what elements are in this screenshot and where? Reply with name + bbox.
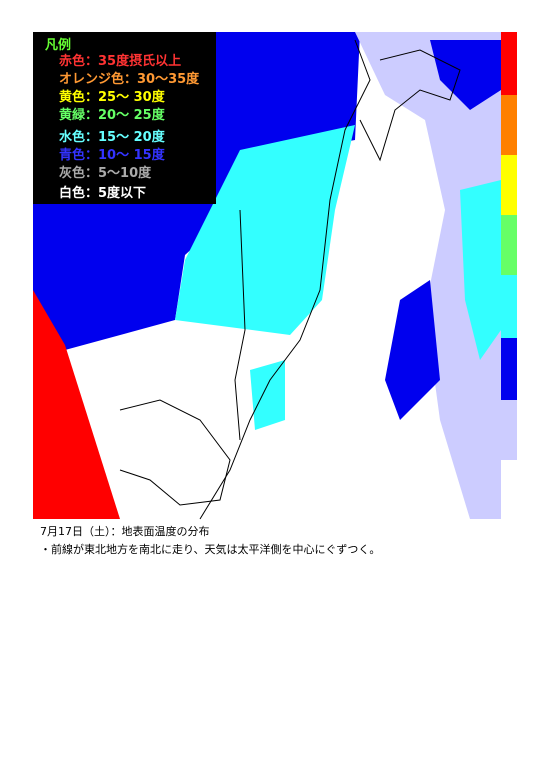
blue-patch — [385, 280, 440, 420]
legend-item: 水色：15～ 20度 — [59, 130, 165, 145]
scale-red — [501, 32, 517, 95]
coastline — [359, 49, 461, 162]
caption-date: 7月17日（土）：地表面温度の分布 — [40, 525, 210, 538]
legend-item: 青色：10～ 15度 — [59, 148, 165, 163]
legend-item: オレンジ色：30～35度 — [59, 72, 200, 87]
blue-patch — [430, 40, 501, 110]
scale-yellow — [501, 155, 517, 215]
scale-green — [501, 215, 517, 275]
cyan-patch — [460, 180, 501, 360]
prefecture-borders — [234, 209, 246, 441]
cyan-patch — [250, 360, 285, 430]
scale-orange — [501, 95, 517, 155]
coastal-cyan — [175, 125, 355, 335]
legend-item: 赤色：35度摂氏以上 — [59, 54, 182, 69]
prefecture-borders — [119, 399, 231, 506]
legend-item: 黄色：25～ 30度 — [59, 90, 165, 105]
legend-title: 凡例 — [45, 38, 72, 53]
coastline — [199, 39, 371, 520]
legend-item: 灰色：5～10度 — [59, 166, 152, 181]
legend-item: 白色：5度以下 — [59, 186, 147, 201]
red-area — [33, 290, 120, 519]
caption-note: ・前線が東北地方を南北に走り、天気は太平洋側を中心にぐずつく。 — [40, 543, 381, 556]
scale-lavender — [501, 400, 517, 460]
legend: 凡例 赤色：35度摂氏以上オレンジ色：30～35度 黄色：25～ 30度 黄緑：20… — [33, 32, 216, 204]
scale-white — [501, 460, 517, 519]
scale-blue — [501, 338, 517, 400]
legend-item: 黄緑：20～ 25度 — [59, 108, 165, 123]
scale-cyan — [501, 275, 517, 338]
pacific-lavender — [355, 32, 501, 519]
